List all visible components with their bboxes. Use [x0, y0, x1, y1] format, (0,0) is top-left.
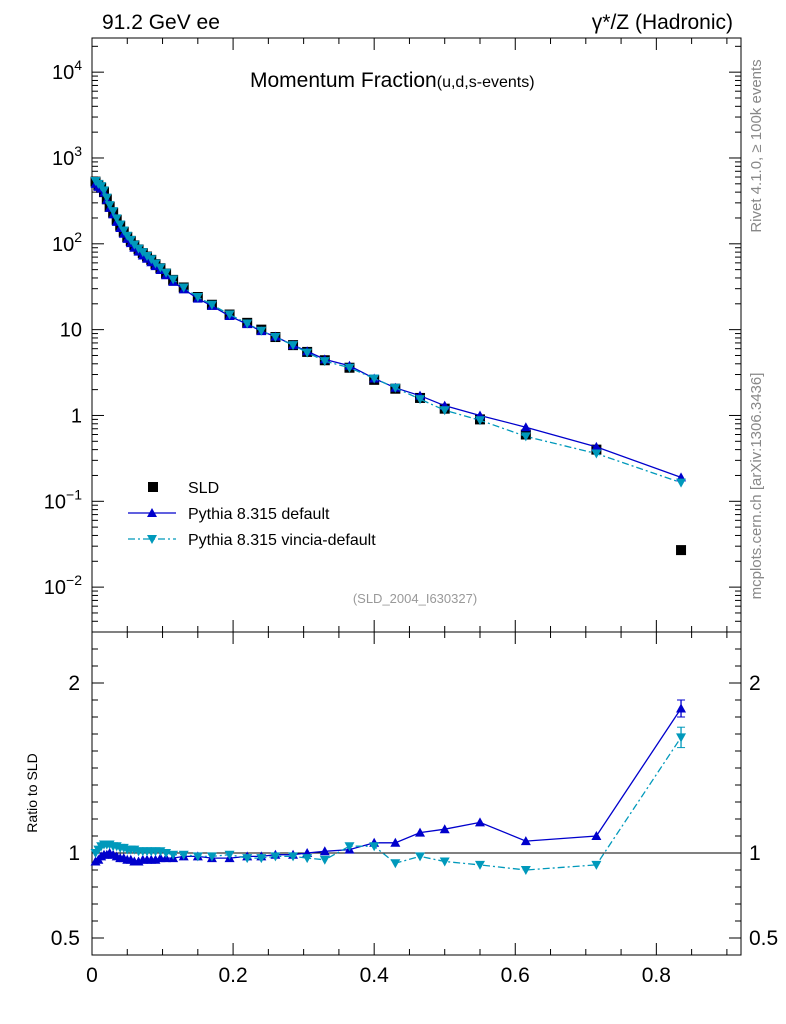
- series-point-2: [439, 406, 450, 416]
- series-point-2: [125, 235, 136, 245]
- series-point-2: [192, 293, 203, 303]
- ratio-point-1: [439, 824, 450, 834]
- series-point-2: [390, 383, 401, 393]
- ratio-point-2: [520, 866, 531, 875]
- ratio-point-2: [206, 852, 217, 862]
- ratio-point-2: [369, 842, 380, 852]
- ratio-tick-label-right: 0.5: [749, 927, 778, 950]
- ratio-point-2: [302, 854, 313, 864]
- legend-marker: [147, 508, 157, 517]
- header-energy: 91.2 GeV ee: [102, 11, 220, 34]
- ratio-point-2: [344, 842, 355, 852]
- y-tick-label: 10−2: [44, 572, 82, 599]
- ratio-point-1: [319, 846, 330, 856]
- series-point-2: [415, 395, 426, 405]
- ratio-line-2: [95, 737, 682, 871]
- data-layer: [90, 176, 687, 875]
- ratio-point-2: [256, 854, 267, 864]
- ratio-point-2: [178, 850, 189, 860]
- ratio-tick-label-right: 1: [749, 842, 761, 865]
- ratio-point-2: [591, 860, 602, 870]
- rivet-label: Rivet 4.1.0, ≥ 100k events: [748, 59, 765, 232]
- ratio-point-2: [390, 859, 401, 869]
- series-point-2: [256, 326, 267, 336]
- ratio-point-2: [439, 857, 450, 867]
- ratio-point-1: [415, 827, 426, 837]
- series-point-2: [118, 226, 129, 236]
- ratio-point-2: [242, 854, 253, 864]
- ratio-point-2: [224, 850, 235, 860]
- analysis-label: (SLD_2004_I630327): [353, 591, 477, 606]
- y-tick-label: 1: [71, 405, 82, 427]
- series-point-1: [591, 441, 602, 451]
- ratio-point-1: [591, 831, 602, 840]
- ratio-tick-label: 1: [68, 842, 80, 865]
- series-point-2: [150, 259, 161, 269]
- series-point-2: [302, 348, 313, 358]
- series-point-1: [520, 422, 531, 432]
- ratio-point-2: [270, 852, 281, 862]
- series-point-2: [520, 432, 531, 442]
- series-point-2: [319, 357, 330, 367]
- series-point-2: [108, 207, 119, 217]
- ratio-point-2: [474, 860, 485, 870]
- series-point-2: [206, 300, 217, 310]
- legend-marker: [147, 535, 157, 544]
- ratio-point-1: [474, 817, 485, 827]
- series-line-2: [95, 180, 682, 484]
- series-point-2: [155, 263, 166, 273]
- legend-label: SLD: [188, 480, 219, 497]
- ratio-tick-label: 0.5: [51, 927, 80, 950]
- ratio-tick-label: 2: [68, 672, 80, 695]
- ratio-tick-label-right: 2: [749, 672, 761, 695]
- series-point-2: [270, 333, 281, 343]
- x-tick-label: 0: [86, 964, 98, 987]
- series-point-2: [242, 319, 253, 329]
- series-point-2: [104, 201, 115, 211]
- series-point-2: [288, 341, 299, 351]
- ratio-point-1: [390, 837, 401, 847]
- legend: SLD Pythia 8.315 default Pythia 8.315 vinc…: [128, 480, 376, 549]
- y-tick-label: 104: [52, 57, 82, 84]
- ratio-point-2: [288, 852, 299, 862]
- legend-label: Pythia 8.315 default: [188, 506, 330, 523]
- header-process: γ*/Z (Hadronic): [592, 11, 733, 34]
- ratio-point-2: [192, 852, 203, 862]
- mcplots-label: mcplots.cern.ch [arXiv:1306.3436]: [748, 373, 765, 600]
- y-tick-label: 10: [60, 320, 82, 342]
- series-point-2: [474, 416, 485, 426]
- x-tick-label: 0.8: [642, 964, 671, 987]
- y-tick-label: 102: [52, 229, 82, 256]
- x-tick-label: 0.6: [501, 964, 530, 987]
- series-point-2: [224, 310, 235, 320]
- series-point-2: [344, 363, 355, 373]
- x-tick-label: 0.2: [218, 964, 247, 987]
- series-point-2: [591, 449, 602, 459]
- series-line-1: [95, 183, 682, 478]
- legend-marker-sld: [148, 482, 158, 492]
- series-point-2: [178, 283, 189, 293]
- ratio-point-1: [520, 836, 531, 846]
- sld-point: [676, 545, 687, 556]
- series-point-2: [369, 374, 380, 384]
- legend-label: Pythia 8.315 vincia-default: [188, 532, 376, 549]
- ratio-panel-frame: [91, 631, 742, 956]
- ratio-y-label: Ratio to SLD: [24, 753, 40, 832]
- y-tick-label: 103: [52, 143, 82, 170]
- series-point-2: [676, 478, 687, 488]
- series-point-2: [111, 214, 122, 224]
- series-point-2: [115, 220, 126, 230]
- y-tick-label: 10−1: [44, 486, 82, 513]
- x-tick-label: 0.4: [360, 964, 390, 987]
- series-point-2: [101, 193, 112, 203]
- series-point-2: [168, 275, 179, 285]
- ratio-point-2: [319, 855, 330, 865]
- chart-title: Momentum Fraction(u,d,s-events): [250, 69, 535, 92]
- ratio-point-2: [415, 852, 426, 862]
- series-point-2: [98, 186, 109, 196]
- series-point-2: [161, 268, 172, 278]
- ratio-point-2: [168, 850, 179, 860]
